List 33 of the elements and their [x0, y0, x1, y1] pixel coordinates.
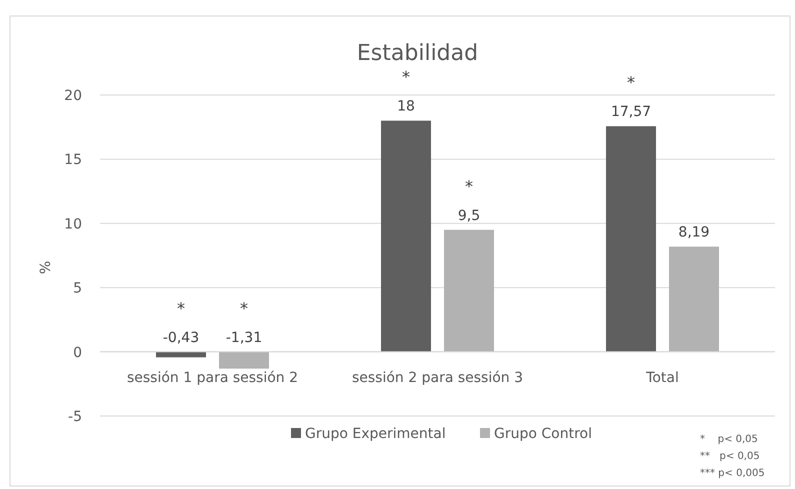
y-axis-title: %	[38, 260, 54, 274]
y-tick-label: 10	[64, 216, 82, 232]
annotation: *	[240, 298, 248, 318]
y-tick-label: 0	[73, 344, 82, 361]
legend-label: Grupo Control	[494, 426, 592, 442]
annotation: *	[465, 176, 473, 196]
bar	[381, 120, 431, 352]
y-tick-label: -5	[68, 409, 82, 425]
text: ** p< 0,05	[700, 451, 760, 462]
y-tick-label: 20	[64, 88, 82, 104]
x-tick-label: Total	[645, 370, 679, 386]
data-label: 18	[397, 98, 415, 115]
y-tick-label: 15	[64, 152, 82, 168]
data-label: -1,31	[226, 330, 262, 346]
bar	[444, 230, 494, 352]
y-tick-label: 5	[73, 280, 82, 297]
bar	[669, 246, 719, 352]
data-label: 8,19	[678, 224, 710, 241]
data-label: -0,43	[162, 330, 200, 346]
x-tick-label: sessión 2 para sessión 3	[352, 370, 524, 386]
annotation: *	[177, 298, 185, 318]
bar	[156, 352, 206, 358]
text: * p< 0,05	[700, 434, 758, 445]
chart-title: Estabilidad	[356, 41, 478, 66]
text: *** p< 0,005	[700, 468, 765, 479]
text: *	[402, 68, 410, 87]
bar	[219, 352, 269, 369]
text: *	[627, 73, 635, 92]
x-tick-label: sessión 1 para sessión 2	[126, 370, 298, 386]
bar	[606, 126, 656, 352]
data-label: 9,5	[458, 208, 480, 224]
legend-label: Grupo Experimental	[305, 426, 446, 442]
data-label: 17,57	[610, 104, 652, 120]
